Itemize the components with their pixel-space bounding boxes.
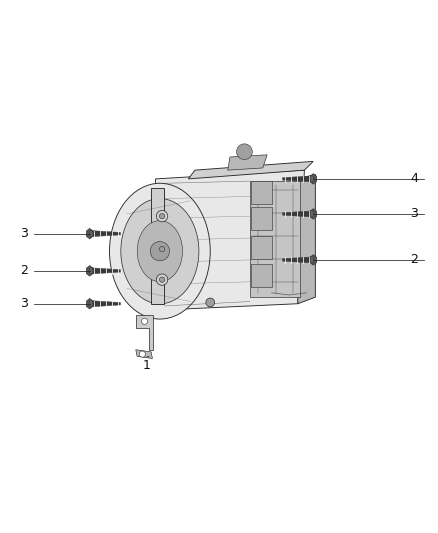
Ellipse shape [110,183,210,319]
Polygon shape [86,229,93,239]
Text: 3: 3 [20,297,28,310]
Polygon shape [188,161,313,179]
Circle shape [159,277,165,282]
Circle shape [237,144,252,159]
Ellipse shape [310,211,314,217]
Text: 3: 3 [20,227,28,240]
Circle shape [156,211,168,222]
Polygon shape [136,314,153,350]
FancyBboxPatch shape [250,181,300,297]
Ellipse shape [137,221,183,282]
Polygon shape [91,231,120,237]
Circle shape [159,214,165,219]
Circle shape [156,274,168,285]
FancyBboxPatch shape [251,236,272,259]
Polygon shape [151,188,164,304]
Polygon shape [298,174,315,304]
Circle shape [206,298,215,307]
Polygon shape [91,268,120,274]
Polygon shape [91,301,120,307]
Ellipse shape [121,199,199,304]
Ellipse shape [310,175,314,182]
Polygon shape [283,176,312,182]
Polygon shape [136,350,152,359]
Circle shape [159,246,165,252]
Ellipse shape [89,268,93,274]
Polygon shape [310,209,317,219]
Text: 2: 2 [410,253,418,266]
Polygon shape [86,265,93,276]
FancyBboxPatch shape [251,264,272,287]
Text: 4: 4 [410,172,418,185]
Text: 1: 1 [143,359,151,372]
Polygon shape [86,298,93,309]
Polygon shape [228,155,267,170]
FancyBboxPatch shape [251,207,272,230]
Ellipse shape [89,230,93,237]
Ellipse shape [89,301,93,307]
Text: 2: 2 [20,264,28,277]
FancyBboxPatch shape [251,181,272,204]
Polygon shape [283,257,312,263]
Circle shape [156,243,168,255]
Polygon shape [310,174,317,184]
Polygon shape [155,170,304,310]
Circle shape [150,241,170,261]
Text: 3: 3 [410,207,418,221]
Polygon shape [283,211,312,217]
Circle shape [139,351,145,357]
Polygon shape [310,255,317,265]
Circle shape [141,318,148,324]
Ellipse shape [310,256,314,263]
